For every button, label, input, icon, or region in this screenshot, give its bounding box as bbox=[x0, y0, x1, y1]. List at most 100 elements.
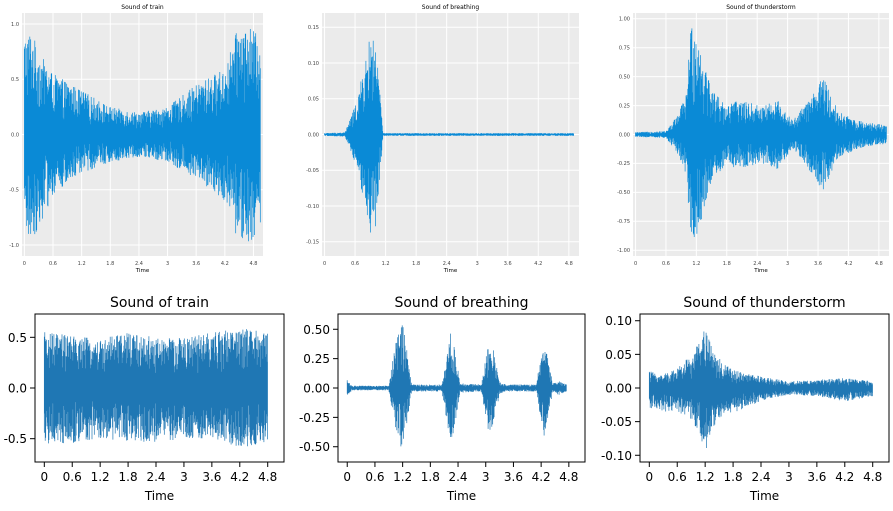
x-tick-label: 1.8 bbox=[412, 261, 420, 267]
x-tick-label: 3.6 bbox=[504, 261, 512, 267]
x-tick-label: 2.4 bbox=[443, 261, 451, 267]
x-tick-label: 3 bbox=[180, 470, 188, 484]
chart-title: Sound of thunderstorm bbox=[683, 295, 845, 311]
x-tick-label: 0.6 bbox=[63, 470, 82, 484]
x-tick-label: 3 bbox=[476, 261, 479, 267]
x-tick-label: 1.8 bbox=[724, 470, 743, 484]
y-tick-label: -0.50 bbox=[617, 190, 630, 196]
y-tick-label: 0.50 bbox=[303, 323, 330, 337]
y-tick-label: 0.10 bbox=[308, 61, 319, 67]
x-tick-label: 2.4 bbox=[751, 470, 770, 484]
y-tick-label: 0.15 bbox=[308, 25, 319, 31]
x-tick-label: 0.6 bbox=[662, 261, 670, 267]
x-tick-label: 3.6 bbox=[814, 261, 822, 267]
y-tick-label: -1.0 bbox=[9, 243, 19, 249]
waveform-series bbox=[43, 329, 268, 447]
y-tick-label: -1.00 bbox=[617, 248, 630, 254]
y-tick-label: -0.05 bbox=[306, 168, 319, 174]
x-tick-label: 1.8 bbox=[119, 470, 138, 484]
x-tick-label: 4.8 bbox=[249, 261, 257, 267]
chart-panel: 0 0.6 1.2 1.8 2.4 3 3.6 4.2 4.8 -0.10 -0.05 0.00 0.0… bbox=[601, 295, 890, 503]
x-tick-label: 2.4 bbox=[448, 470, 467, 484]
chart-title: Sound of breathing bbox=[394, 295, 528, 311]
waveform-series bbox=[324, 40, 574, 233]
x-tick-label: 0 bbox=[343, 470, 351, 484]
y-tick-label: -0.10 bbox=[306, 204, 319, 210]
x-tick-label: 3.6 bbox=[202, 470, 221, 484]
chart-panel: 0 0.6 1.2 1.8 2.4 3 3.6 4.2 4.8 -1.00 -0.75 -0.50 -0… bbox=[617, 4, 889, 274]
x-tick-label: 0 bbox=[645, 470, 653, 484]
waveform-series bbox=[24, 29, 261, 242]
x-tick-label: 1.2 bbox=[393, 470, 412, 484]
x-tick-label: 3 bbox=[785, 470, 793, 484]
chart-title: Sound of breathing bbox=[422, 4, 480, 11]
x-tick-label: 4.8 bbox=[258, 470, 277, 484]
y-tick-label: 0.00 bbox=[308, 132, 319, 138]
y-tick-label: 0.50 bbox=[619, 74, 630, 80]
x-tick-label: 0 bbox=[634, 261, 637, 267]
x-tick-label: 4.2 bbox=[844, 261, 852, 267]
y-tick-label: -0.15 bbox=[306, 240, 319, 246]
x-tick-label: 1.2 bbox=[696, 470, 715, 484]
y-tick-label: 0.5 bbox=[11, 77, 19, 83]
waveform-series bbox=[635, 28, 887, 237]
x-tick-label: 0.6 bbox=[668, 470, 687, 484]
y-tick-label: -0.25 bbox=[299, 411, 330, 425]
y-tick-label: 0.25 bbox=[619, 103, 630, 109]
x-tick-label: 4.8 bbox=[863, 470, 882, 484]
x-tick-label: 1.8 bbox=[106, 261, 114, 267]
y-tick-label: 0.05 bbox=[308, 97, 319, 103]
x-axis-label: Time bbox=[753, 268, 768, 274]
x-tick-label: 4.8 bbox=[559, 470, 578, 484]
y-tick-label: 0.00 bbox=[605, 382, 632, 396]
x-tick-label: 2.4 bbox=[135, 261, 143, 267]
x-tick-label: 0 bbox=[23, 261, 26, 267]
x-axis-label: Time bbox=[144, 489, 174, 503]
y-tick-label: -0.50 bbox=[299, 440, 330, 454]
x-tick-label: 4.2 bbox=[532, 470, 551, 484]
x-tick-label: 1.2 bbox=[78, 261, 86, 267]
chart-title: Sound of thunderstorm bbox=[726, 4, 796, 11]
y-tick-label: 0.00 bbox=[303, 382, 330, 396]
x-tick-label: 3 bbox=[786, 261, 789, 267]
y-tick-label: 0.0 bbox=[8, 382, 27, 396]
y-tick-label: -0.10 bbox=[601, 449, 632, 463]
x-tick-label: 2.4 bbox=[753, 261, 761, 267]
x-tick-label: 4.2 bbox=[221, 261, 229, 267]
waveform-series bbox=[346, 325, 567, 447]
x-tick-label: 4.2 bbox=[230, 470, 249, 484]
x-tick-label: 0.6 bbox=[351, 261, 359, 267]
waveform-series bbox=[648, 331, 873, 448]
x-axis-label: Time bbox=[135, 268, 150, 274]
x-axis-label: Time bbox=[446, 489, 476, 503]
x-axis-label: Time bbox=[443, 268, 458, 274]
y-tick-label: 1.0 bbox=[11, 22, 19, 28]
x-axis-label: Time bbox=[749, 489, 779, 503]
x-tick-label: 3.6 bbox=[504, 470, 523, 484]
chart-panel: 0 0.6 1.2 1.8 2.4 3 3.6 4.2 4.8 -0.5 0.0 0.5 Sound o… bbox=[4, 295, 285, 503]
x-tick-label: 0.6 bbox=[365, 470, 384, 484]
chart-title: Sound of train bbox=[110, 295, 209, 311]
x-tick-label: 1.8 bbox=[723, 261, 731, 267]
y-tick-label: 1.00 bbox=[619, 17, 630, 23]
x-tick-label: 4.2 bbox=[835, 470, 854, 484]
x-tick-label: 1.2 bbox=[692, 261, 700, 267]
y-tick-label: 0.05 bbox=[605, 348, 632, 362]
y-tick-label: 0.75 bbox=[619, 46, 630, 52]
chart-panel: 0 0.6 1.2 1.8 2.4 3 3.6 4.2 4.8 -1.0 -0.5 0.0 0.5 1.0… bbox=[9, 4, 263, 274]
chart-title: Sound of train bbox=[121, 4, 164, 11]
x-tick-label: 2.4 bbox=[146, 470, 165, 484]
y-tick-label: 0.00 bbox=[619, 132, 630, 138]
y-tick-label: -0.25 bbox=[617, 161, 630, 167]
y-tick-label: -0.75 bbox=[617, 219, 630, 225]
chart-panel: 0 0.6 1.2 1.8 2.4 3 3.6 4.2 4.8 -0.50 -0.25 0.00 0.2… bbox=[299, 295, 586, 503]
y-tick-label: -0.5 bbox=[4, 432, 27, 446]
y-tick-label: -0.5 bbox=[9, 188, 19, 194]
x-tick-label: 3.6 bbox=[192, 261, 200, 267]
x-tick-label: 4.8 bbox=[565, 261, 573, 267]
x-tick-label: 4.8 bbox=[875, 261, 883, 267]
x-tick-label: 4.2 bbox=[534, 261, 542, 267]
x-tick-label: 3 bbox=[166, 261, 169, 267]
